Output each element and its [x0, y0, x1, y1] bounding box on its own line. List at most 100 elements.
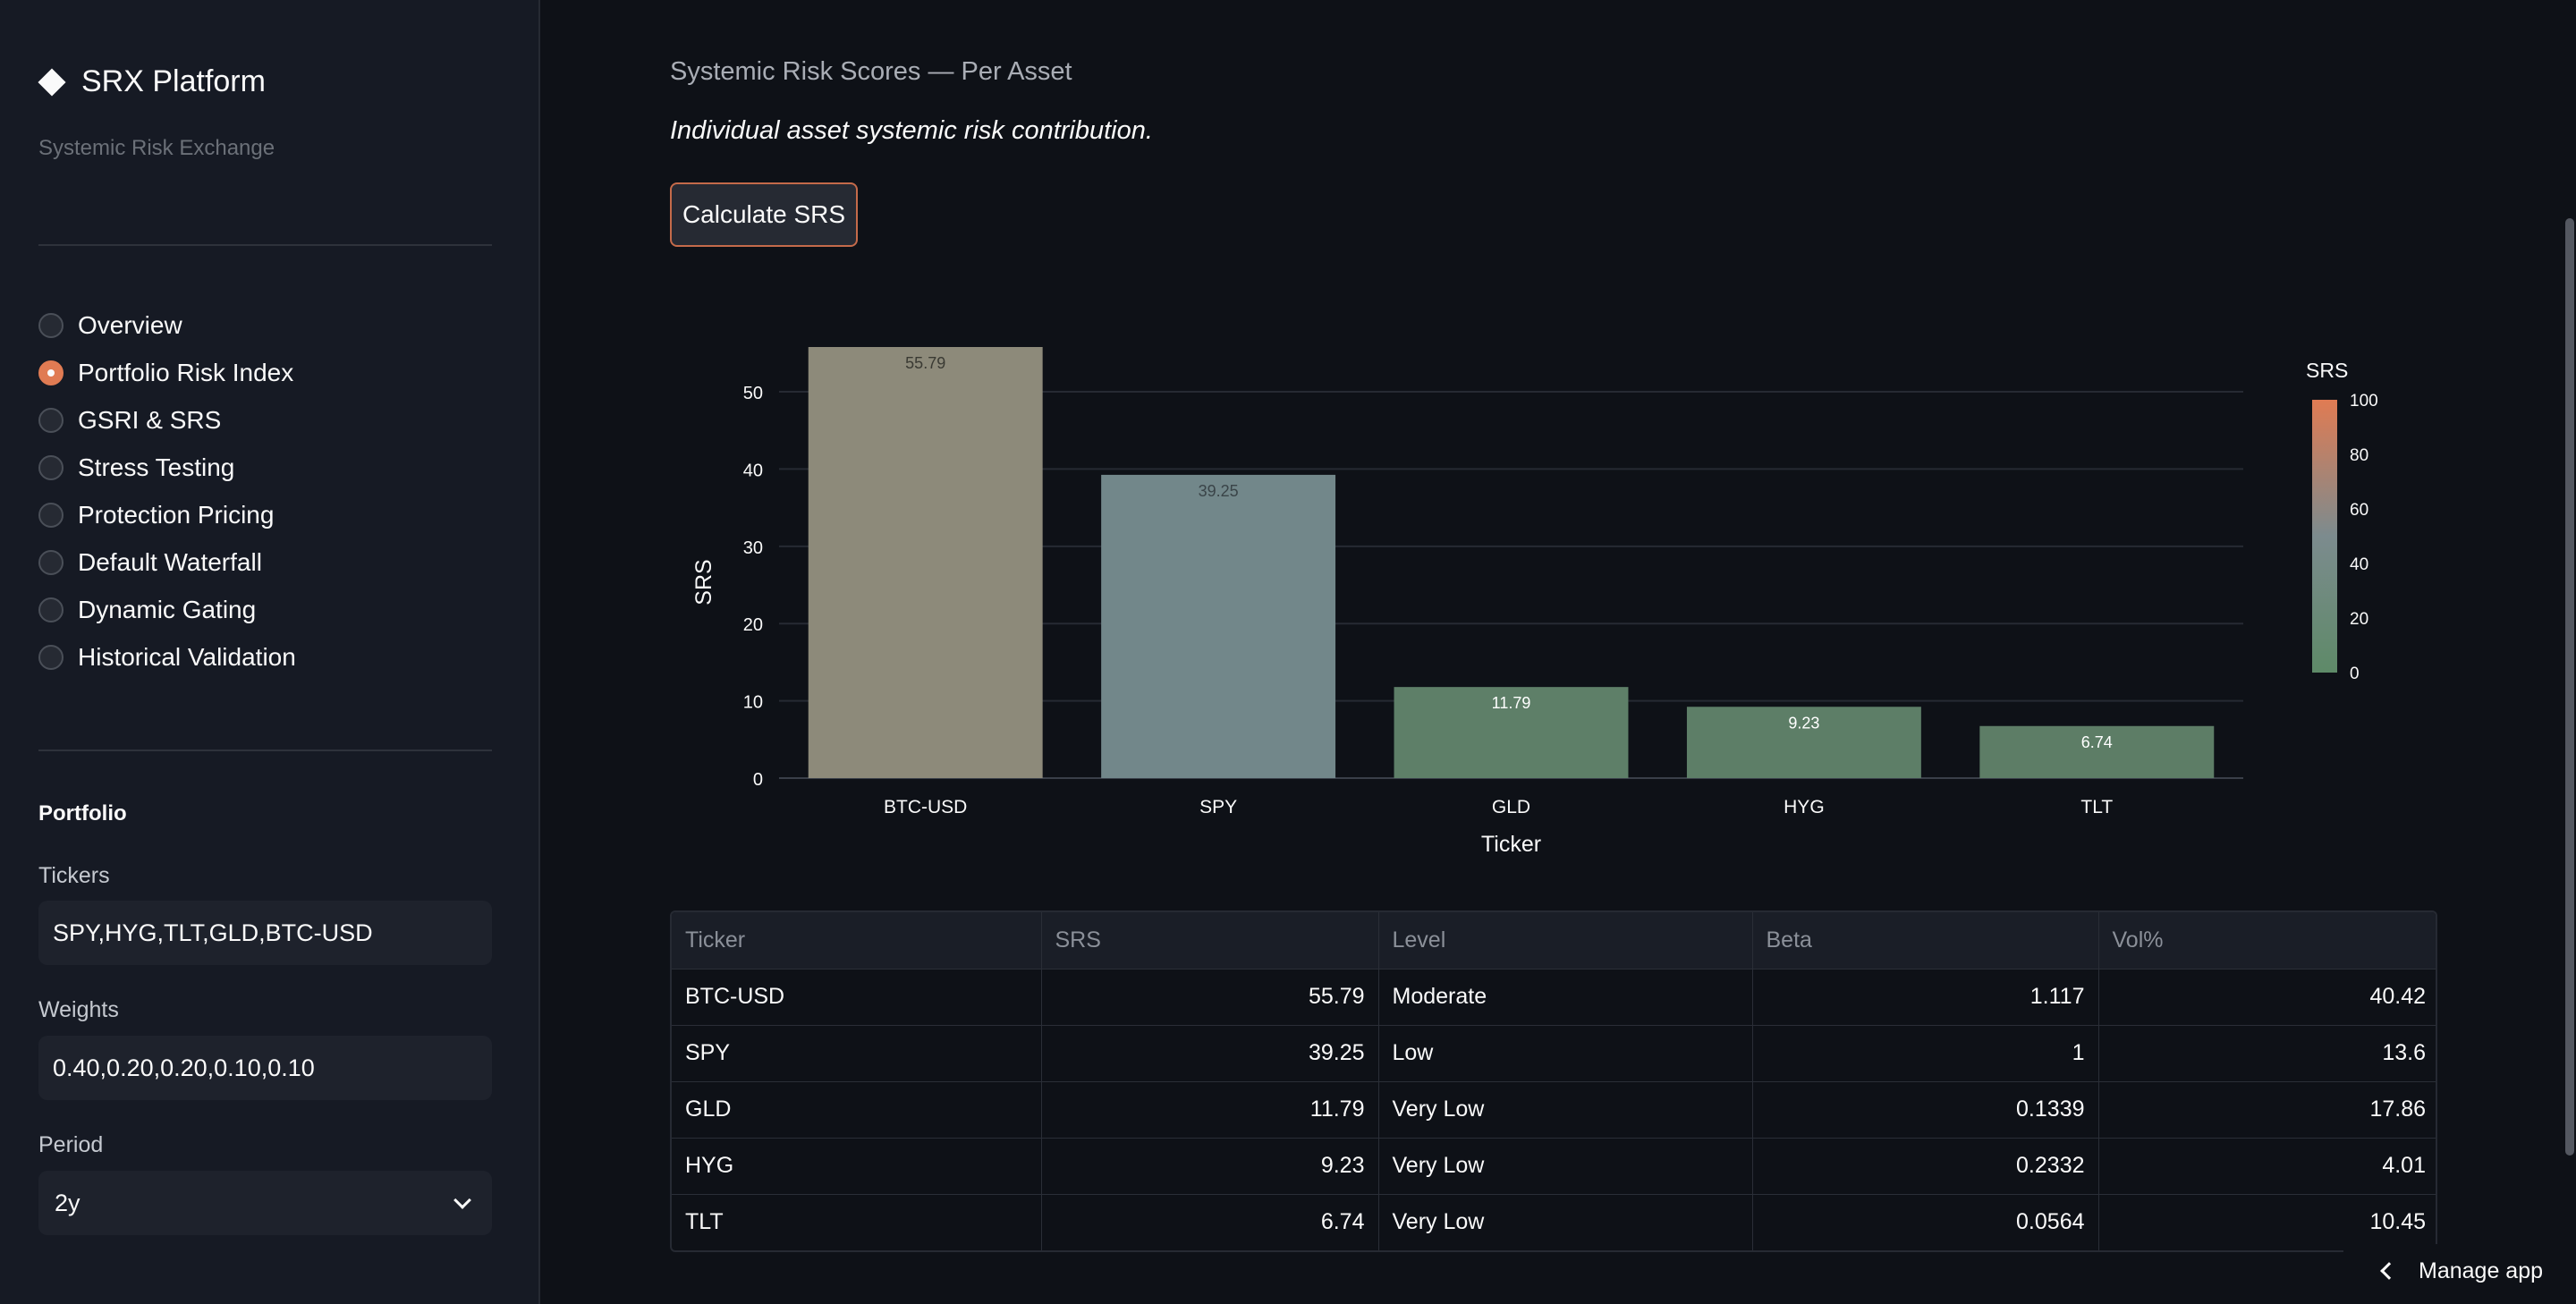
colorbar-tick-label: 40: [2350, 555, 2368, 574]
nav-item-default-waterfall[interactable]: Default Waterfall: [38, 538, 296, 586]
period-select[interactable]: 2y: [38, 1171, 492, 1235]
nav-item-label: Historical Validation: [78, 642, 296, 671]
table-cell: 17.86: [2098, 1081, 2436, 1139]
colorbar-tick-label: 100: [2350, 392, 2378, 411]
manage-app-button[interactable]: Manage app: [2343, 1244, 2558, 1298]
table-cell: TLT: [672, 1194, 1042, 1250]
y-tick-label: 30: [743, 538, 763, 558]
nav-item-stress-testing[interactable]: Stress Testing: [38, 444, 296, 491]
calculate-srs-button[interactable]: Calculate SRS: [670, 182, 858, 247]
tickers-label: Tickers: [38, 863, 110, 888]
table-cell: 13.6: [2098, 1025, 2436, 1082]
page-caption: Individual asset systemic risk contribut…: [670, 116, 1153, 145]
brand-subtitle: Systemic Risk Exchange: [38, 136, 275, 160]
column-header[interactable]: SRS: [1041, 912, 1379, 970]
y-tick-label: 50: [743, 384, 763, 403]
weights-input-value: 0.40,0.20,0.20,0.10,0.10: [53, 1054, 315, 1081]
bar-hyg: [1686, 707, 1921, 778]
brand: SRX Platform: [38, 64, 266, 99]
table-cell: 0.2332: [1752, 1138, 2099, 1195]
nav-radio-group: Overview Portfolio Risk Index GSRI & SRS St…: [38, 301, 296, 681]
radio-unselected-icon[interactable]: [38, 597, 64, 622]
x-tick-label: SPY: [1199, 797, 1237, 817]
y-axis-title: SRS: [691, 559, 716, 605]
colorbar-tick-label: 20: [2350, 610, 2368, 629]
column-header[interactable]: Vol%: [2098, 912, 2436, 970]
bar-data-label: 39.25: [1199, 482, 1239, 500]
radio-selected-icon[interactable]: [38, 360, 64, 385]
sidebar-divider: [38, 244, 492, 246]
chevron-left-icon: [2380, 1262, 2398, 1280]
nav-item-overview[interactable]: Overview: [38, 301, 296, 349]
bar-data-label: 11.79: [1492, 694, 1531, 712]
table-cell: Moderate: [1378, 969, 1753, 1026]
table-cell: Very Low: [1378, 1081, 1753, 1139]
table-cell: SPY: [672, 1025, 1042, 1082]
srs-bar-chart: 0 10 20 30 40 50 55.79 BTC-USD 39.25 SPY 11.79 GLD 9…: [691, 347, 2378, 857]
y-tick-label: 10: [743, 693, 763, 713]
radio-unselected-icon[interactable]: [38, 502, 64, 528]
bar-data-label: 9.23: [1788, 714, 1819, 732]
nav-item-dynamic-gating[interactable]: Dynamic Gating: [38, 586, 296, 633]
table-cell: 39.25: [1041, 1025, 1379, 1082]
table-cell: 1: [1752, 1025, 2099, 1082]
radio-unselected-icon[interactable]: [38, 644, 64, 670]
chevron-down-icon: [453, 1191, 471, 1209]
y-tick-label: 20: [743, 615, 763, 635]
column-header[interactable]: Beta: [1752, 912, 2099, 970]
period-select-value: 2y: [55, 1189, 80, 1216]
table-cell: 1.117: [1752, 969, 2099, 1026]
table-cell: Very Low: [1378, 1138, 1753, 1195]
column-header[interactable]: Level: [1378, 912, 1753, 970]
table-row: HYG 9.23 Very Low 0.2332 4.01: [672, 1138, 2436, 1195]
table-cell: Low: [1378, 1025, 1753, 1082]
nav-item-label: Overview: [78, 310, 182, 339]
y-tick-label: 40: [743, 461, 763, 480]
table-cell: 4.01: [2098, 1138, 2436, 1195]
nav-item-portfolio-risk-index[interactable]: Portfolio Risk Index: [38, 349, 296, 396]
colorbar: [2312, 400, 2337, 673]
colorbar-tick-label: 0: [2350, 665, 2360, 683]
table-row: GLD 11.79 Very Low 0.1339 17.86: [672, 1081, 2436, 1139]
brand-title: SRX Platform: [81, 64, 266, 98]
nav-item-label: Protection Pricing: [78, 500, 275, 529]
x-tick-label: BTC-USD: [884, 797, 967, 817]
bar-btc-usd: [808, 347, 1043, 778]
radio-unselected-icon[interactable]: [38, 549, 64, 575]
table-cell: Very Low: [1378, 1194, 1753, 1250]
srs-table: Ticker SRS Level Beta Vol% BTC-USD 55.79 Moder…: [670, 910, 2437, 1252]
table-cell: 55.79: [1041, 969, 1379, 1026]
tickers-input[interactable]: SPY,HYG,TLT,GLD,BTC-USD: [38, 901, 492, 965]
nav-item-label: Default Waterfall: [78, 547, 262, 576]
nav-item-gsri-and-srs[interactable]: GSRI & SRS: [38, 396, 296, 444]
radio-unselected-icon[interactable]: [38, 312, 64, 338]
weights-label: Weights: [38, 997, 119, 1022]
x-tick-label: TLT: [2080, 797, 2113, 817]
nav-item-protection-pricing[interactable]: Protection Pricing: [38, 491, 296, 538]
scrollbar[interactable]: [2565, 218, 2574, 1156]
table-cell: 10.45: [2369, 1209, 2426, 1235]
nav-item-historical-validation[interactable]: Historical Validation: [38, 633, 296, 681]
x-tick-label: HYG: [1784, 797, 1825, 817]
x-tick-label: GLD: [1492, 797, 1530, 817]
period-label: Period: [38, 1132, 104, 1157]
nav-item-label: Stress Testing: [78, 453, 235, 481]
y-tick-label: 0: [753, 770, 763, 790]
colorbar-tick-label: 80: [2350, 446, 2368, 465]
table-row: BTC-USD 55.79 Moderate 1.117 40.42: [672, 969, 2436, 1026]
weights-input[interactable]: 0.40,0.20,0.20,0.10,0.10: [38, 1036, 492, 1100]
column-header[interactable]: Ticker: [672, 912, 1042, 970]
portfolio-section-title: Portfolio: [38, 801, 127, 826]
nav-item-label: Portfolio Risk Index: [78, 358, 294, 386]
tickers-input-value: SPY,HYG,TLT,GLD,BTC-USD: [53, 919, 373, 946]
radio-unselected-icon[interactable]: [38, 407, 64, 433]
colorbar-title: SRS: [2306, 359, 2348, 382]
radio-unselected-icon[interactable]: [38, 454, 64, 480]
bar-gld: [1394, 687, 1629, 778]
bar-data-label: 55.79: [905, 354, 945, 372]
page-title: Systemic Risk Scores — Per Asset: [670, 57, 1072, 86]
sidebar: SRX Platform Systemic Risk Exchange Over…: [0, 0, 540, 1304]
sidebar-divider: [38, 749, 492, 751]
colorbar-tick-label: 60: [2350, 501, 2368, 520]
table-cell: 6.74: [1041, 1194, 1379, 1250]
